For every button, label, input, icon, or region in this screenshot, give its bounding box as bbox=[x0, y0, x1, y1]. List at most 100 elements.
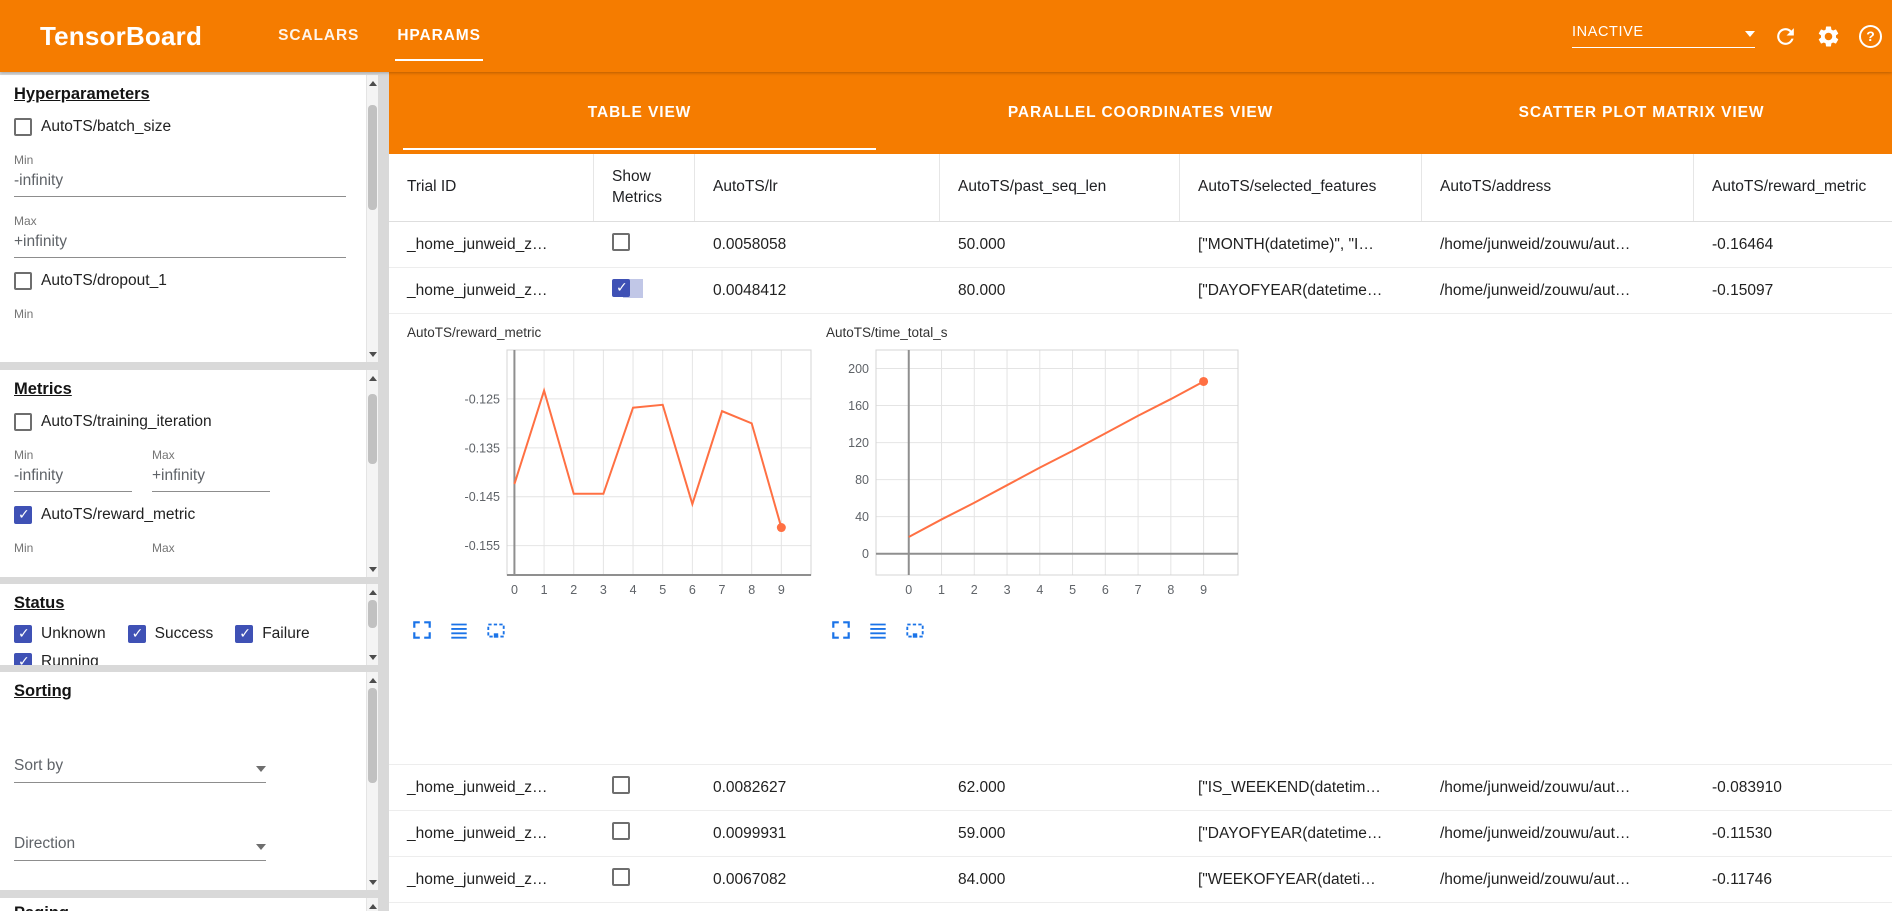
sidebar: Hyperparameters AutoTS/batch_size Min -i… bbox=[0, 72, 389, 911]
min-input[interactable]: -infinity bbox=[14, 168, 346, 197]
svg-text:2: 2 bbox=[971, 583, 978, 597]
svg-text:5: 5 bbox=[1069, 583, 1076, 597]
sort-by-select[interactable]: Sort by bbox=[14, 757, 266, 783]
scroll-down-icon[interactable] bbox=[367, 347, 378, 361]
reward-metric-line-chart[interactable]: -0.125 -0.135 -0.145 -0.155 0 1 2 3 4 5 6 7 8 9 bbox=[407, 344, 819, 617]
tab-scalars[interactable]: SCALARS bbox=[278, 27, 360, 44]
run-status-dropdown[interactable]: INACTIVE bbox=[1572, 24, 1755, 48]
col-selected-features[interactable]: AutoTS/selected_features bbox=[1180, 154, 1422, 221]
paging-title: Paging bbox=[14, 904, 348, 911]
reward-metric-cell: -0.15097 bbox=[1712, 281, 1774, 299]
scrollbar-thumb[interactable] bbox=[368, 688, 377, 783]
lr-cell: 0.0082627 bbox=[713, 778, 787, 796]
svg-text:1: 1 bbox=[541, 583, 548, 597]
table-header: Trial ID Show Metrics AutoTS/lr AutoTS/p… bbox=[389, 154, 1892, 222]
svg-text:1: 1 bbox=[938, 583, 945, 597]
scrollbar[interactable] bbox=[366, 672, 378, 890]
hparam-dropout-1-row[interactable]: AutoTS/dropout_1 bbox=[14, 272, 348, 290]
table-row[interactable]: _home_junweid_z… 0.0067082 84.000 ["WEEK… bbox=[389, 857, 1892, 903]
table-row[interactable]: _home_junweid_z… 0.0058058 50.000 ["MONT… bbox=[389, 222, 1892, 268]
unknown-checkbox[interactable] bbox=[14, 625, 32, 643]
chart-time-total: AutoTS/time_total_s 0 40 80 120 160 200 0 1 2 3 4 5… bbox=[826, 322, 1248, 641]
hparam-batch-size-row[interactable]: AutoTS/batch_size bbox=[14, 118, 348, 136]
reload-icon[interactable] bbox=[1773, 24, 1798, 49]
help-icon[interactable]: ? bbox=[1859, 24, 1882, 48]
run-status-value: INACTIVE bbox=[1572, 24, 1644, 40]
scroll-down-icon[interactable] bbox=[367, 875, 378, 889]
scroll-down-icon[interactable] bbox=[367, 562, 378, 576]
scroll-down-icon[interactable] bbox=[367, 650, 378, 664]
view-tabs: TABLE VIEW PARALLEL COORDINATES VIEW SCA… bbox=[389, 72, 1892, 154]
tab-hparams[interactable]: HPARAMS bbox=[385, 0, 493, 72]
svg-text:0: 0 bbox=[511, 583, 518, 597]
batch-size-checkbox[interactable] bbox=[14, 118, 32, 136]
max-input[interactable]: +infinity bbox=[152, 463, 270, 492]
training-iteration-checkbox[interactable] bbox=[14, 413, 32, 431]
scroll-up-icon[interactable] bbox=[367, 673, 378, 687]
table-row[interactable]: _home_junweid_z… 0.0048412 80.000 ["DAYO… bbox=[389, 268, 1892, 314]
max-label: Max bbox=[152, 448, 175, 462]
scroll-up-icon[interactable] bbox=[367, 371, 378, 385]
status-failure[interactable]: Failure bbox=[235, 625, 310, 643]
col-reward-metric[interactable]: AutoTS/reward_metric bbox=[1712, 178, 1867, 196]
scrollbar-thumb[interactable] bbox=[368, 105, 377, 210]
past-seq-len-cell: 84.000 bbox=[958, 870, 1006, 888]
show-metrics-cell bbox=[594, 868, 695, 891]
direction-select[interactable]: Direction bbox=[14, 835, 266, 861]
settings-icon[interactable] bbox=[1816, 24, 1841, 49]
scrollbar[interactable] bbox=[366, 898, 378, 911]
table-row[interactable]: _home_junweid_z… 0.0099931 59.000 ["DAYO… bbox=[389, 811, 1892, 857]
raw-data-icon[interactable] bbox=[448, 619, 470, 641]
tab-scatter-plot-matrix-view[interactable]: SCATTER PLOT MATRIX VIEW bbox=[1518, 104, 1765, 121]
scrollbar[interactable] bbox=[366, 584, 378, 665]
toolbar-right: INACTIVE ? bbox=[1572, 0, 1882, 72]
dropout-1-checkbox[interactable] bbox=[14, 272, 32, 290]
col-past-seq-len[interactable]: AutoTS/past_seq_len bbox=[940, 154, 1180, 221]
status-unknown[interactable]: Unknown bbox=[14, 625, 106, 643]
marquee-select-icon[interactable] bbox=[485, 619, 507, 641]
min-input[interactable]: -infinity bbox=[14, 463, 132, 492]
time-total-line-chart[interactable]: 0 40 80 120 160 200 0 1 2 3 4 5 6 7 8 9 bbox=[826, 344, 1248, 617]
tab-table-view[interactable]: TABLE VIEW bbox=[389, 72, 890, 154]
expand-icon[interactable] bbox=[411, 619, 433, 641]
col-show-metrics[interactable]: Show Metrics bbox=[594, 154, 695, 221]
show-metrics-cell bbox=[594, 279, 695, 302]
show-metrics-checkbox[interactable] bbox=[612, 776, 630, 794]
scrollbar[interactable] bbox=[366, 370, 378, 577]
max-input[interactable]: +infinity bbox=[14, 229, 346, 258]
status-success[interactable]: Success bbox=[127, 625, 213, 643]
success-checkbox[interactable] bbox=[127, 625, 146, 643]
reward-metric-checkbox[interactable] bbox=[14, 506, 32, 524]
raw-data-icon[interactable] bbox=[867, 619, 889, 641]
tab-parallel-coordinates-view[interactable]: PARALLEL COORDINATES VIEW bbox=[1007, 104, 1274, 121]
min-label: Min bbox=[14, 541, 34, 555]
show-metrics-checkbox[interactable] bbox=[612, 868, 630, 886]
marquee-select-icon[interactable] bbox=[904, 619, 926, 641]
status-running[interactable]: Running bbox=[14, 653, 99, 665]
show-metrics-checkbox[interactable] bbox=[612, 233, 630, 251]
col-address[interactable]: AutoTS/address bbox=[1422, 154, 1694, 221]
failure-checkbox[interactable] bbox=[235, 625, 254, 643]
show-metrics-checkbox[interactable] bbox=[612, 822, 630, 840]
svg-text:9: 9 bbox=[1200, 583, 1207, 597]
metric-label: AutoTS/training_iteration bbox=[41, 413, 212, 430]
lr-cell: 0.0048412 bbox=[713, 281, 787, 299]
scrollbar[interactable] bbox=[366, 75, 378, 362]
metric-reward-metric-row[interactable]: AutoTS/reward_metric bbox=[14, 506, 348, 524]
expand-icon[interactable] bbox=[830, 619, 852, 641]
scrollbar-thumb[interactable] bbox=[368, 600, 377, 628]
scroll-up-icon[interactable] bbox=[367, 76, 378, 90]
table-row[interactable]: _home_junweid_z… 0.0082627 62.000 ["IS_W… bbox=[389, 765, 1892, 811]
status-panel: Status Unknown Success Failure Running bbox=[0, 584, 378, 665]
metric-training-iteration-row[interactable]: AutoTS/training_iteration bbox=[14, 413, 348, 431]
scroll-up-icon[interactable] bbox=[367, 899, 378, 911]
col-lr[interactable]: AutoTS/lr bbox=[695, 154, 940, 221]
show-metrics-cell bbox=[594, 822, 695, 845]
running-checkbox[interactable] bbox=[14, 653, 32, 665]
scroll-up-icon[interactable] bbox=[367, 585, 378, 599]
col-trial-id[interactable]: Trial ID bbox=[389, 154, 594, 221]
show-metrics-checkbox[interactable] bbox=[612, 279, 630, 297]
scrollbar-thumb[interactable] bbox=[368, 394, 377, 464]
svg-text:40: 40 bbox=[855, 510, 869, 524]
reward-metric-cell: -0.083910 bbox=[1712, 778, 1782, 796]
